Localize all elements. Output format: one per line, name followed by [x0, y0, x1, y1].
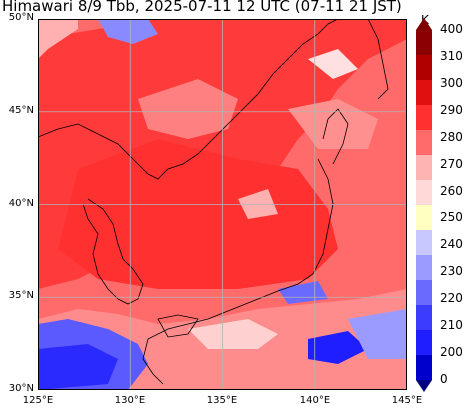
colorbar-label: 240: [440, 237, 463, 252]
colorbar-segment: [416, 305, 432, 331]
cold-cloud-area: [98, 19, 158, 44]
lon-label-125: 125°E: [22, 395, 54, 406]
map-border: [38, 19, 407, 390]
sakhalin-coastline: [367, 19, 389, 100]
pink-patch: [238, 189, 278, 219]
cold-cloud-area: [348, 309, 407, 359]
pink-patch: [38, 19, 78, 59]
lat-label-30: 30°N: [8, 383, 34, 394]
lat-label-35: 35°N: [8, 290, 34, 301]
lon-label-130: 130°E: [114, 395, 146, 406]
map-title: Himawari 8/9 Tbb, 2025-07-11 12 UTC (07-…: [2, 0, 402, 15]
coastlines: [38, 19, 389, 385]
graticule: [38, 19, 407, 390]
colorbar-label: 290: [440, 102, 463, 117]
colorbar-segment: [416, 330, 432, 356]
lat-label-50: 50°N: [8, 12, 34, 23]
colorbar-label: 210: [440, 318, 463, 333]
colorbar-upper-extend: [416, 18, 432, 30]
colorbar-segment: [416, 55, 432, 81]
colorbar: [416, 18, 432, 392]
lon-label-145: 145°E: [391, 395, 423, 406]
satellite-map-frame: [38, 19, 407, 390]
colorbar-segment: [416, 255, 432, 281]
satellite-map: [38, 19, 407, 390]
colorbar-segment: [416, 230, 432, 256]
colorbar-label: 400: [440, 22, 463, 36]
colorbar-label: 270: [440, 156, 463, 171]
colorbar-segment: [416, 280, 432, 306]
colorbar-segment: [416, 130, 432, 156]
colorbar-label: 220: [440, 291, 463, 306]
pink-patch: [188, 319, 278, 349]
lon-label-140: 140°E: [299, 395, 331, 406]
hokkaido-coastline: [322, 108, 349, 165]
colorbar-segment: [416, 105, 432, 131]
japan-coastline: [142, 158, 334, 385]
pink-patch: [138, 79, 238, 139]
colorbar-label: 200: [440, 345, 463, 360]
cold-cloud-core: [308, 331, 368, 364]
cold-cloud-core: [38, 344, 118, 390]
colorbar-label: 260: [440, 183, 463, 198]
colorbar-segment: [416, 30, 432, 56]
colorbar-label: 230: [440, 264, 463, 279]
warm-sea-region: [58, 139, 338, 289]
lat-label-45: 45°N: [8, 105, 34, 116]
colorbar-label: 0: [440, 372, 448, 386]
colorbar-segment: [416, 355, 432, 381]
continent-coastline: [38, 19, 339, 180]
island-coastline: [157, 314, 199, 338]
colorbar-label: 300: [440, 75, 463, 90]
colorbar-segment: [416, 205, 432, 231]
colorbar-label: 310: [440, 48, 463, 63]
colorbar-label: 280: [440, 129, 463, 144]
colorbar-segment: [416, 155, 432, 181]
colorbar-label: 250: [440, 210, 463, 225]
korea-coastline: [82, 198, 144, 305]
colorbar-segment: [416, 180, 432, 206]
pink-patch: [308, 49, 358, 79]
lon-label-135: 135°E: [206, 395, 238, 406]
colorbar-lower-extend: [416, 380, 432, 392]
colorbar-segment: [416, 80, 432, 106]
lat-label-40: 40°N: [8, 198, 34, 209]
